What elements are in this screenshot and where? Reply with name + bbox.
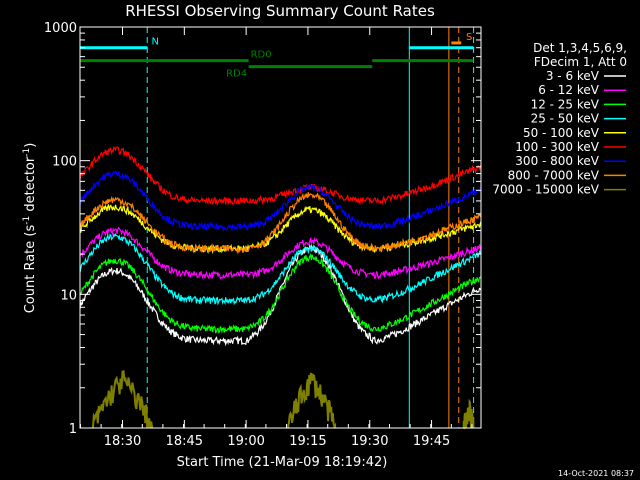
x-tick-label: 18:45 (166, 434, 203, 449)
series-line (79, 232, 482, 306)
y-tick-label: 10 (60, 288, 77, 303)
y-axis-label-sup-1: -1 (22, 216, 32, 225)
legend-entry-label: 7000 - 15000 keV (492, 183, 599, 197)
legend-entry-label: 800 - 7000 keV (508, 168, 600, 182)
series-line (79, 192, 482, 255)
chart-title: RHESSI Observing Summary Count Rates (125, 2, 435, 20)
y-axis-label: Count Rate (s-1 detector-1) (22, 143, 38, 314)
legend-entry-label: 300 - 800 keV (515, 154, 599, 168)
x-tick-label: 19:15 (289, 434, 326, 449)
flag-label: S (466, 32, 472, 43)
x-axis-label: Start Time (21-Mar-09 18:19:42) (177, 455, 388, 470)
y-axis-label-part-2: detector (23, 156, 38, 216)
flag-label: N (152, 37, 159, 48)
olive-burst (462, 398, 475, 429)
legend-entry-label: 12 - 25 keV (531, 97, 600, 111)
y-axis-label-sup-2: -1 (22, 148, 32, 157)
legend-header-line-2: FDecim 1, Att 0 (534, 55, 627, 69)
y-tick-label: 100 (52, 155, 77, 170)
olive-burst (287, 372, 337, 429)
plot-frame (79, 26, 482, 429)
axes: 18:30 18:45 19:00 19:15 19:30 19:45 1 10 100 1000 (44, 21, 481, 449)
y-axis-label-part-1: Count Rate (s (23, 225, 38, 314)
legend-entry-label: 50 - 100 keV (523, 126, 600, 140)
series-group (79, 145, 482, 429)
y-axis-label-part-3: ) (23, 143, 38, 148)
series-line (79, 253, 482, 334)
olive-burst (91, 369, 154, 429)
legend-entry-label: 25 - 50 keV (531, 112, 600, 126)
legend: Det 1,3,4,5,6,9, FDecim 1, Att 0 3 - 6 k… (492, 41, 627, 197)
series-line (79, 243, 482, 347)
legend-entry-label: 3 - 6 keV (546, 69, 600, 83)
x-tick-label: 19:45 (413, 434, 450, 449)
legend-entry-label: 100 - 300 keV (515, 140, 599, 154)
series-line (79, 226, 482, 280)
legend-entry-label: 6 - 12 keV (538, 83, 600, 97)
timestamp: 14-Oct-2021 08:37 (558, 469, 634, 478)
y-tick-label: 1000 (44, 21, 77, 36)
series-line (79, 145, 482, 207)
legend-header-line-1: Det 1,3,4,5,6,9, (533, 41, 627, 55)
flag-label: RD4 (226, 69, 247, 80)
series-line (79, 170, 482, 233)
x-tick-label: 19:00 (227, 434, 264, 449)
x-tick-label: 18:30 (104, 434, 141, 449)
flag-bars: N RD0 RD4 S (80, 32, 474, 80)
x-tick-label: 19:30 (351, 434, 388, 449)
y-tick-label: 1 (69, 422, 77, 437)
flag-label: RD0 (251, 50, 272, 61)
